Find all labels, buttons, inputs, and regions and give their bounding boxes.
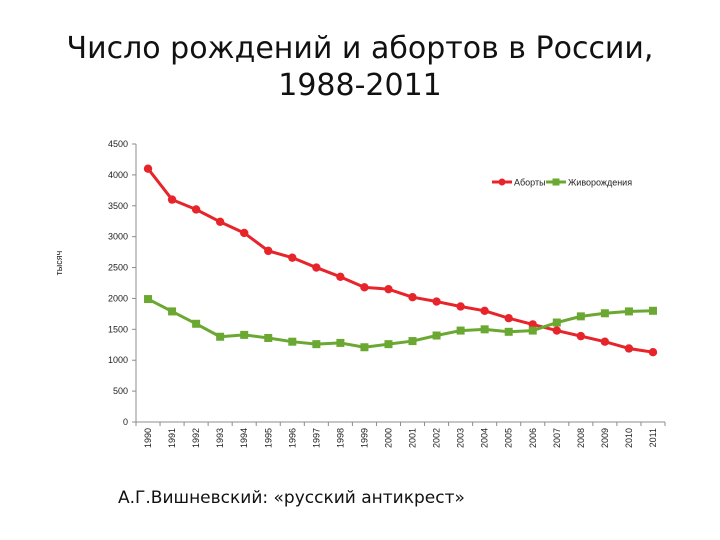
slide-title-line1: Число рождений и абортов в России, [66, 31, 654, 66]
data-point-0 [288, 253, 297, 262]
legend-label-0: Аборты [514, 178, 546, 188]
data-point-0 [143, 164, 153, 173]
data-point-0 [576, 331, 586, 341]
legend-swatch-marker-0 [498, 178, 506, 186]
data-point-0 [552, 326, 561, 335]
x-tick-label: 2011 [648, 428, 658, 447]
y-axis-label: тысяч [54, 250, 64, 275]
data-point-1 [312, 340, 321, 349]
data-point-1 [216, 332, 225, 341]
x-tick-label: 1991 [167, 428, 177, 448]
legend-label-1: Живорождения [568, 178, 632, 188]
data-point-1 [600, 309, 609, 318]
data-point-1 [504, 327, 513, 336]
data-point-0 [480, 306, 489, 315]
x-tick-label: 2001 [408, 428, 418, 448]
y-tick-label: 3500 [108, 201, 128, 211]
data-point-0 [167, 195, 177, 204]
x-tick-label: 1993 [215, 428, 225, 448]
data-point-0 [648, 347, 658, 357]
data-point-0 [240, 228, 249, 238]
data-point-0 [504, 314, 513, 323]
x-tick-label: 2008 [576, 428, 586, 448]
x-tick-label: 1995 [263, 428, 273, 448]
y-tick-label: 4500 [108, 139, 128, 149]
data-point-1 [336, 338, 345, 347]
data-point-1 [384, 340, 393, 349]
x-tick-label: 2003 [456, 428, 466, 448]
y-tick-label: 1000 [108, 355, 128, 365]
data-point-0 [624, 344, 634, 353]
x-tick-label: 2010 [624, 428, 634, 448]
y-tick-label: 500 [113, 386, 128, 396]
x-tick-label: 1992 [191, 428, 201, 448]
x-tick-label: 1998 [335, 428, 345, 448]
data-point-1 [288, 337, 297, 346]
data-point-0 [336, 272, 345, 282]
data-point-1 [168, 307, 177, 316]
y-tick-label: 3000 [108, 232, 128, 242]
data-point-0 [360, 283, 369, 292]
data-point-0 [600, 337, 610, 346]
data-point-1 [624, 307, 633, 316]
slide-caption: А.Г.Вишневский: «русский антикрест» [118, 488, 465, 508]
x-tick-label: 1990 [143, 428, 153, 448]
data-point-0 [384, 284, 393, 294]
y-tick-label: 4000 [108, 170, 128, 180]
x-tick-label: 2005 [504, 428, 514, 448]
y-tick-label: 1500 [108, 324, 128, 334]
data-point-1 [648, 306, 657, 315]
data-point-0 [456, 302, 465, 311]
slide-title: Число рождений и абортов в России, 1988-… [60, 30, 660, 104]
data-point-1 [264, 333, 273, 342]
data-point-0 [264, 246, 273, 256]
y-tick-label: 0 [123, 417, 128, 427]
data-point-1 [480, 325, 489, 334]
data-point-1 [408, 337, 417, 346]
data-point-1 [528, 326, 537, 335]
x-tick-label: 2009 [600, 428, 610, 448]
x-tick-label: 1994 [239, 428, 249, 448]
data-point-1 [552, 318, 561, 327]
data-point-0 [191, 205, 201, 214]
data-point-1 [456, 326, 465, 335]
data-point-1 [576, 312, 585, 321]
x-tick-label: 2002 [432, 428, 442, 448]
data-point-0 [408, 293, 417, 302]
slide-title-line2: 1988-2011 [278, 68, 442, 103]
data-point-0 [432, 297, 441, 306]
x-tick-label: 2000 [383, 428, 393, 448]
legend-swatch-marker-1 [552, 178, 560, 186]
data-point-1 [240, 330, 249, 339]
x-tick-label: 1997 [311, 428, 321, 448]
y-tick-label: 2500 [108, 263, 128, 273]
data-point-1 [192, 319, 201, 328]
x-tick-label: 2007 [552, 428, 562, 448]
data-point-0 [528, 320, 537, 329]
x-tick-label: 2004 [480, 428, 490, 448]
data-point-1 [144, 295, 153, 304]
data-point-0 [312, 263, 321, 272]
x-tick-label: 1999 [359, 428, 369, 448]
data-point-0 [215, 217, 225, 227]
data-point-1 [360, 343, 369, 352]
data-point-1 [432, 331, 441, 340]
series-line-1 [147, 297, 654, 349]
y-tick-label: 2000 [108, 293, 128, 303]
x-tick-label: 2006 [528, 428, 538, 448]
x-tick-label: 1996 [287, 428, 297, 448]
series-line-0 [146, 167, 654, 354]
